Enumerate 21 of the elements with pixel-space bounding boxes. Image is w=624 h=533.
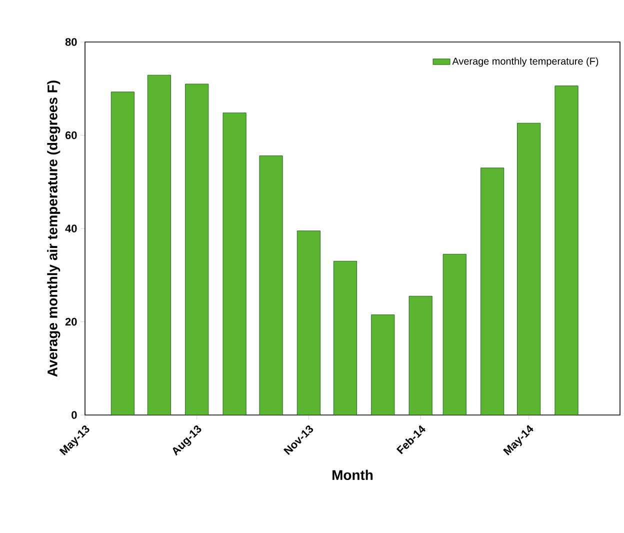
y-tick-label: 40 [65, 224, 77, 232]
bar [554, 86, 578, 415]
y-tick-label: 80 [65, 38, 77, 46]
bar [259, 156, 283, 415]
bar [111, 92, 134, 415]
bar [223, 112, 246, 415]
x-axis-title: Month [332, 470, 373, 480]
bar [517, 123, 540, 415]
bar [443, 254, 466, 415]
bar [148, 75, 171, 415]
y-axis-title: Average monthly air temperature (degrees F) [47, 80, 60, 377]
y-tick-label: 0 [72, 411, 77, 419]
y-tick-label: 20 [65, 318, 77, 326]
legend-label: Average monthly temperature (F) [452, 57, 598, 67]
bar [409, 296, 432, 415]
bar [334, 261, 357, 415]
bar [185, 84, 208, 415]
bar [371, 314, 394, 415]
y-tick-label: 60 [65, 131, 77, 140]
bar [480, 168, 504, 415]
bar [297, 230, 320, 415]
